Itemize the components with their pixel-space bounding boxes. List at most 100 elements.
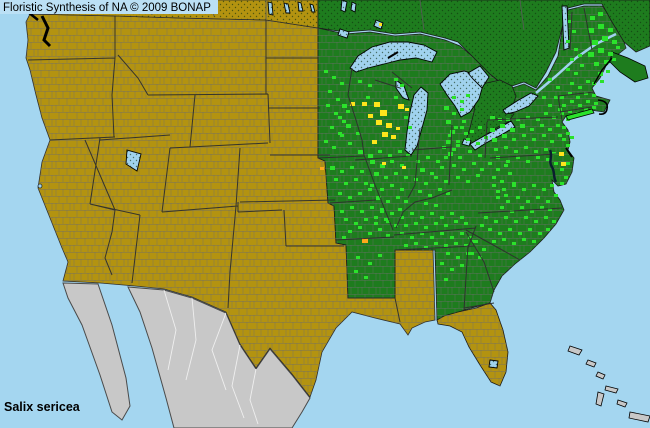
county-marker: [580, 64, 584, 67]
county-marker: [464, 132, 468, 135]
county-marker: [466, 138, 470, 141]
county-marker: [534, 150, 538, 153]
bahamas-island-5: [616, 399, 628, 408]
county-marker: [480, 168, 484, 171]
county-marker: [348, 142, 352, 145]
county-marker: [446, 252, 450, 255]
county-marker: [456, 144, 460, 147]
county-marker: [420, 168, 425, 172]
county-marker: [414, 242, 418, 245]
county-marker: [534, 220, 538, 223]
county-marker: [492, 138, 497, 142]
county-marker: [444, 278, 448, 281]
mexico: [62, 282, 311, 428]
county-marker: [520, 206, 524, 209]
county-marker: [550, 140, 554, 143]
county-marker: [386, 200, 390, 203]
county-marker: [370, 184, 374, 187]
county-marker: [466, 94, 470, 97]
county-marker: [444, 224, 448, 227]
county-marker: [418, 190, 422, 193]
county-marker: [358, 80, 362, 83]
county-marker: [522, 134, 526, 137]
county-marker: [370, 206, 374, 209]
county-marker: [592, 106, 596, 109]
county-marker: [430, 236, 434, 239]
county-marker: [406, 154, 410, 157]
county-marker: [334, 112, 338, 115]
county-marker: [450, 212, 454, 215]
county-marker: [338, 192, 342, 195]
county-marker: [542, 134, 546, 137]
county-marker: [492, 176, 496, 179]
county-marker: [544, 216, 548, 219]
county-marker: [464, 222, 468, 225]
county-marker: [468, 150, 472, 153]
county-marker: [514, 150, 518, 153]
county-marker: [550, 184, 554, 187]
county-marker: [526, 160, 530, 163]
county-marker: [470, 130, 474, 133]
county-marker: [496, 196, 500, 199]
county-marker: [450, 268, 454, 271]
county-marker: [466, 180, 470, 183]
county-marker: [430, 172, 434, 175]
county-marker: [348, 196, 352, 199]
county-marker: [390, 212, 394, 215]
county-marker: [548, 104, 552, 107]
county-marker: [566, 162, 570, 165]
county-marker: [450, 236, 454, 239]
county-marker: [590, 16, 595, 20]
county-marker: [522, 188, 526, 191]
county-marker: [466, 252, 470, 255]
county-marker: [564, 176, 568, 179]
county-marker: [516, 118, 520, 121]
county-marker: [562, 126, 566, 129]
county-marker: [592, 94, 596, 97]
county-marker: [488, 162, 492, 165]
county-marker: [400, 216, 404, 219]
county-marker: [554, 96, 558, 99]
county-marker: [414, 178, 418, 181]
county-marker: [380, 208, 384, 211]
county-marker: [360, 170, 364, 173]
county-marker: [560, 168, 564, 171]
county-marker: [424, 202, 428, 205]
county-marker: [616, 46, 620, 49]
county-marker: [462, 168, 466, 171]
county-marker: [342, 104, 347, 108]
county-marker: [490, 116, 495, 120]
county-marker: [584, 108, 588, 111]
county-marker: [612, 58, 616, 61]
county-marker: [390, 160, 394, 163]
county-marker: [402, 166, 406, 169]
county-marker: [520, 124, 525, 128]
county-marker: [368, 154, 373, 158]
county-marker: [444, 106, 449, 110]
title-bar-bg: [0, 0, 218, 14]
county-marker: [510, 128, 515, 132]
county-marker: [502, 134, 507, 138]
county-marker: [338, 116, 342, 119]
county-marker: [348, 230, 352, 233]
county-marker: [568, 20, 572, 23]
county-marker: [558, 134, 562, 137]
county-marker: [530, 210, 534, 213]
county-marker: [504, 164, 508, 167]
mexico-state-lines: [163, 289, 259, 425]
county-marker: [544, 148, 548, 151]
county-marker: [554, 194, 558, 197]
county-marker: [460, 108, 464, 111]
county-marker: [404, 224, 408, 227]
puget-sound: [40, 15, 52, 48]
map-title: Floristic Synthesis of NA © 2009 BONAP: [3, 2, 211, 14]
county-marker: [562, 138, 566, 141]
county-marker: [370, 160, 375, 164]
county-marker: [460, 216, 464, 219]
county-marker: [362, 238, 368, 243]
county-marker: [561, 162, 566, 166]
county-marker: [526, 200, 530, 203]
county-marker: [478, 154, 482, 157]
county-marker: [420, 216, 424, 219]
county-marker: [434, 176, 438, 179]
